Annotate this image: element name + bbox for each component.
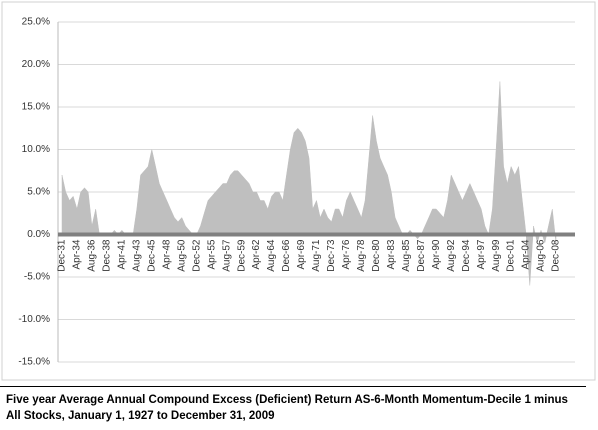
x-tick-label: Aug-99 <box>491 239 502 272</box>
x-tick-label: Apr-90 <box>431 239 442 269</box>
x-tick-label: Aug-85 <box>401 239 412 272</box>
x-tick-label: Apr-41 <box>117 239 128 269</box>
x-tick-label: Apr-76 <box>341 239 352 269</box>
x-tick-label: Dec-94 <box>461 239 472 272</box>
x-tick-label: Apr-62 <box>251 239 262 269</box>
y-tick-label: 25.0% <box>22 17 50 28</box>
x-tick-label: Dec-59 <box>236 239 247 272</box>
y-tick-label: 10.0% <box>22 144 50 155</box>
x-tick-label: Dec-01 <box>506 239 517 272</box>
x-tick-label: Dec-80 <box>371 239 382 272</box>
chart-title: Five year Average Annual Compound Excess… <box>6 394 568 422</box>
x-tick-label: Apr-55 <box>206 239 217 269</box>
x-tick-label: Dec-08 <box>551 239 562 272</box>
x-tick-label: Dec-66 <box>281 239 292 272</box>
x-tick-label: Dec-31 <box>57 239 68 272</box>
x-tick-label: Apr-34 <box>72 239 83 269</box>
chart: -15.0% -10.0% -5.0% 0.0% 5.0% 10.0% 15.0% 20.0%… <box>1 1 596 381</box>
x-tick-label: Aug-78 <box>356 239 367 272</box>
x-tick-label: Dec-87 <box>416 239 427 272</box>
y-tick-label: 15.0% <box>22 102 50 113</box>
y-tick-label: 5.0% <box>27 187 50 198</box>
y-tick-label: -5.0% <box>24 272 50 283</box>
x-tick-label: Aug-06 <box>536 239 547 272</box>
x-tick-label: Aug-57 <box>221 239 232 272</box>
x-tick-label: Aug-43 <box>131 239 142 272</box>
x-tick-label: Aug-36 <box>87 239 98 272</box>
x-tick-label: Aug-64 <box>266 239 277 272</box>
x-tick-label: Apr-04 <box>521 239 532 269</box>
x-tick-label: Apr-69 <box>296 239 307 269</box>
x-tick-label: Dec-45 <box>146 239 157 272</box>
zero-axis <box>58 232 575 237</box>
x-tick-label: Apr-48 <box>161 239 172 269</box>
divider <box>0 386 586 387</box>
x-tick-label: Dec-38 <box>102 239 113 272</box>
y-tick-label: -10.0% <box>18 314 50 325</box>
y-tick-label: -15.0% <box>18 357 50 368</box>
y-tick-label: 20.0% <box>22 59 50 70</box>
x-tick-label: Aug-92 <box>446 239 457 272</box>
x-tick-label: Apr-97 <box>476 239 487 269</box>
x-tick-label: Dec-73 <box>326 239 337 272</box>
x-tick-label: Aug-71 <box>311 239 322 272</box>
y-tick-label: 0.0% <box>27 229 50 240</box>
x-tick-label: Apr-83 <box>386 239 397 269</box>
x-tick-label: Aug-50 <box>176 239 187 272</box>
x-tick-label: Dec-52 <box>191 239 202 272</box>
